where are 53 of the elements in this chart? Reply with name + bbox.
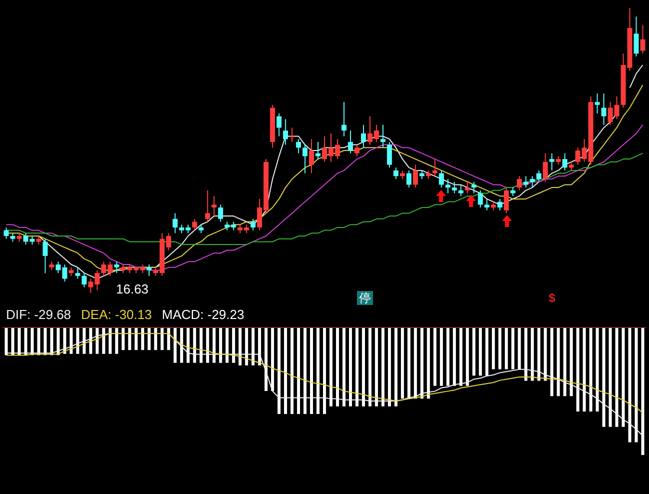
- candlestick: [562, 152, 568, 171]
- candlestick: [504, 187, 509, 214]
- candlestick: [634, 16, 639, 57]
- series-label: MACD: -29.23: [162, 307, 244, 322]
- candlestick: [497, 198, 502, 211]
- candlestick: [82, 272, 87, 288]
- candlestick: [458, 184, 464, 197]
- candlestick: [445, 178, 450, 194]
- annotation: 停: [359, 291, 371, 305]
- candlestick: [360, 124, 366, 148]
- annotation: $: [548, 291, 556, 305]
- candlestick: [471, 181, 476, 194]
- series-label: DIF: -29.68: [6, 307, 72, 322]
- candlestick: [406, 170, 412, 188]
- candlestick: [412, 164, 418, 188]
- candlestick: [290, 127, 295, 142]
- candlestick: [530, 176, 535, 188]
- candlestick: [438, 170, 444, 188]
- candlestick: [114, 261, 120, 274]
- candlestick: [4, 226, 9, 240]
- candlestick: [432, 158, 438, 177]
- candlestick: [452, 181, 457, 194]
- candlestick: [601, 93, 606, 126]
- candlestick: [302, 144, 308, 174]
- candlestick: [341, 102, 346, 137]
- candlestick: [309, 138, 314, 174]
- candlestick: [283, 118, 288, 146]
- candlestick: [640, 24, 646, 54]
- candlestick: [218, 204, 224, 222]
- candlestick: [478, 190, 483, 208]
- candlestick: [549, 152, 554, 171]
- candlestick: [464, 181, 470, 194]
- candlestick: [296, 138, 302, 154]
- candlestick: [42, 238, 48, 274]
- candlestick: [250, 218, 256, 231]
- candlestick: [386, 141, 392, 168]
- candlestick: [516, 176, 522, 191]
- candlestick: [276, 112, 282, 137]
- candlestick: [380, 124, 386, 148]
- candlestick: [212, 196, 217, 217]
- candlestick: [484, 198, 490, 211]
- candlestick: [354, 144, 360, 157]
- candlestick: [536, 170, 542, 182]
- candlestick: [172, 212, 178, 234]
- candlestick: [594, 93, 600, 114]
- annotation: 16.63: [116, 282, 149, 296]
- candlestick: [348, 130, 353, 154]
- candlestick: [205, 190, 210, 222]
- candlestick: [75, 266, 80, 280]
- candlestick: [192, 218, 198, 231]
- series-label: DEA: -30.13: [81, 307, 152, 322]
- candlestick: [542, 152, 548, 182]
- candlestick: [393, 167, 398, 180]
